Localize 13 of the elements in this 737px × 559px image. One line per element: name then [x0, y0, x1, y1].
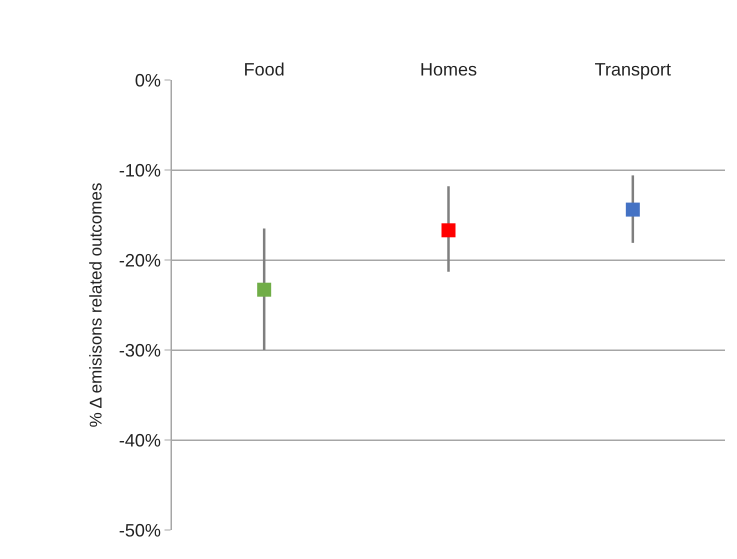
y-axis-title: % Δ emisisons related outcomes: [86, 182, 106, 428]
y-tick-label: -10%: [118, 160, 161, 180]
y-tick-label: -40%: [118, 430, 161, 450]
y-tick-label: -50%: [118, 520, 161, 540]
y-tick-label: -20%: [118, 250, 161, 270]
point: [626, 202, 640, 217]
y-tick-label: -30%: [118, 340, 161, 360]
point: [257, 282, 272, 297]
x-tick-label: Food: [244, 59, 285, 80]
y-tick-label: 0%: [134, 70, 161, 90]
x-tick-label: Transport: [594, 59, 672, 80]
x-tick-label: Homes: [420, 59, 478, 80]
point: [442, 223, 456, 238]
